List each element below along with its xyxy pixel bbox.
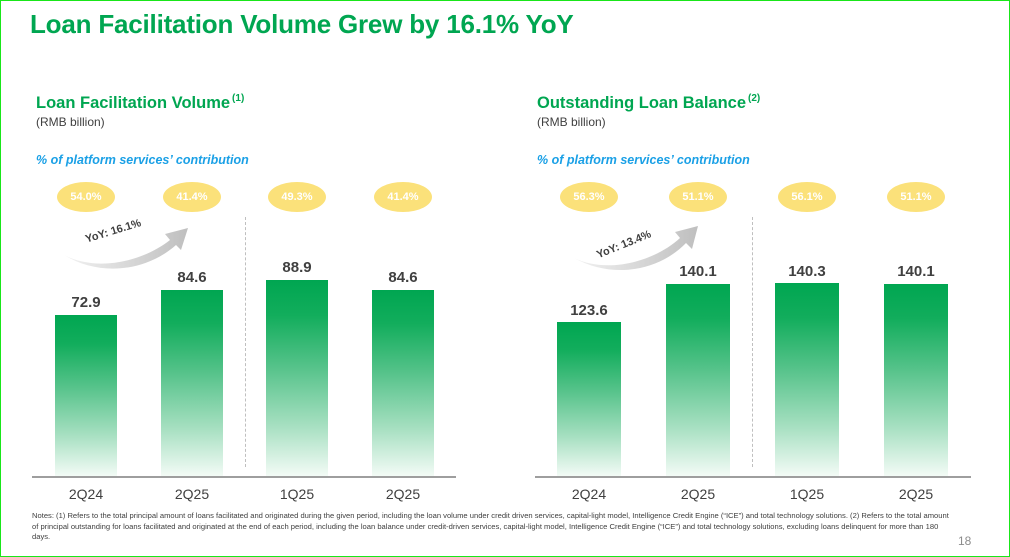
right-x-axis [535,476,971,478]
right-category-1q25: 1Q25 [789,486,825,502]
left-chart-footnote: (1) [232,93,245,104]
left-chart-unit: (RMB billion) [36,115,105,129]
right-chart-footnote: (2) [748,93,761,104]
left-yoy-arrow [62,222,202,277]
left-bar-2q24 [55,315,117,476]
right-chart-title: Outstanding Loan Balance (2) [537,93,760,113]
left-pill-2q25: 41.4% [163,182,221,212]
right-yoy-arrow [572,222,712,277]
footnotes: Notes: (1) Refers to the total principal… [32,511,949,541]
right-pill-2q25-b: 51.1% [887,182,945,212]
left-category-2q24: 2Q24 [68,486,104,502]
right-chart-unit: (RMB billion) [537,115,606,129]
right-value-2q25: 140.1 [679,263,717,280]
right-bar-2q25 [666,284,730,476]
left-category-2q25-b: 2Q25 [385,486,421,502]
left-value-2q25: 84.6 [177,269,207,286]
curved-arrow-icon [64,228,188,269]
right-chart-title-text: Outstanding Loan Balance [537,94,747,112]
right-pill-2q24: 56.3% [560,182,618,212]
right-category-2q25-b: 2Q25 [898,486,934,502]
right-category-2q25: 2Q25 [680,486,716,502]
right-value-2q24: 123.6 [570,302,608,319]
left-chart-divider [245,217,246,467]
right-pill-2q25: 51.1% [669,182,727,212]
right-bar-2q24 [557,322,621,476]
left-category-1q25: 1Q25 [279,486,315,502]
curved-arrow-icon [574,226,698,271]
slide-title: Loan Facilitation Volume Grew by 16.1% Y… [30,9,574,39]
left-chart-title: Loan Facilitation Volume (1) [36,93,244,113]
left-pill-1q25: 49.3% [268,182,326,212]
left-chart-title-text: Loan Facilitation Volume [36,94,231,112]
left-bar-1q25 [266,280,328,476]
right-chart-divider [752,217,753,467]
right-bar-1q25 [775,283,839,476]
left-value-2q24: 72.9 [71,294,101,311]
right-chart-subtitle: % of platform services’ contribution [537,153,750,167]
left-value-2q25-b: 84.6 [388,269,418,286]
left-pill-2q25-b: 41.4% [374,182,432,212]
left-bar-2q25 [161,290,223,476]
right-value-2q25-b: 140.1 [897,263,935,280]
right-category-2q24: 2Q24 [571,486,607,502]
left-chart-subtitle: % of platform services’ contribution [36,153,249,167]
right-pill-1q25: 56.1% [778,182,836,212]
left-pill-2q24: 54.0% [57,182,115,212]
right-bar-2q25-b [884,284,948,476]
left-x-axis [32,476,456,478]
right-value-1q25: 140.3 [788,263,826,280]
page-number: 18 [958,534,972,548]
left-bar-2q25-b [372,290,434,476]
left-category-2q25: 2Q25 [174,486,210,502]
left-value-1q25: 88.9 [282,259,312,276]
